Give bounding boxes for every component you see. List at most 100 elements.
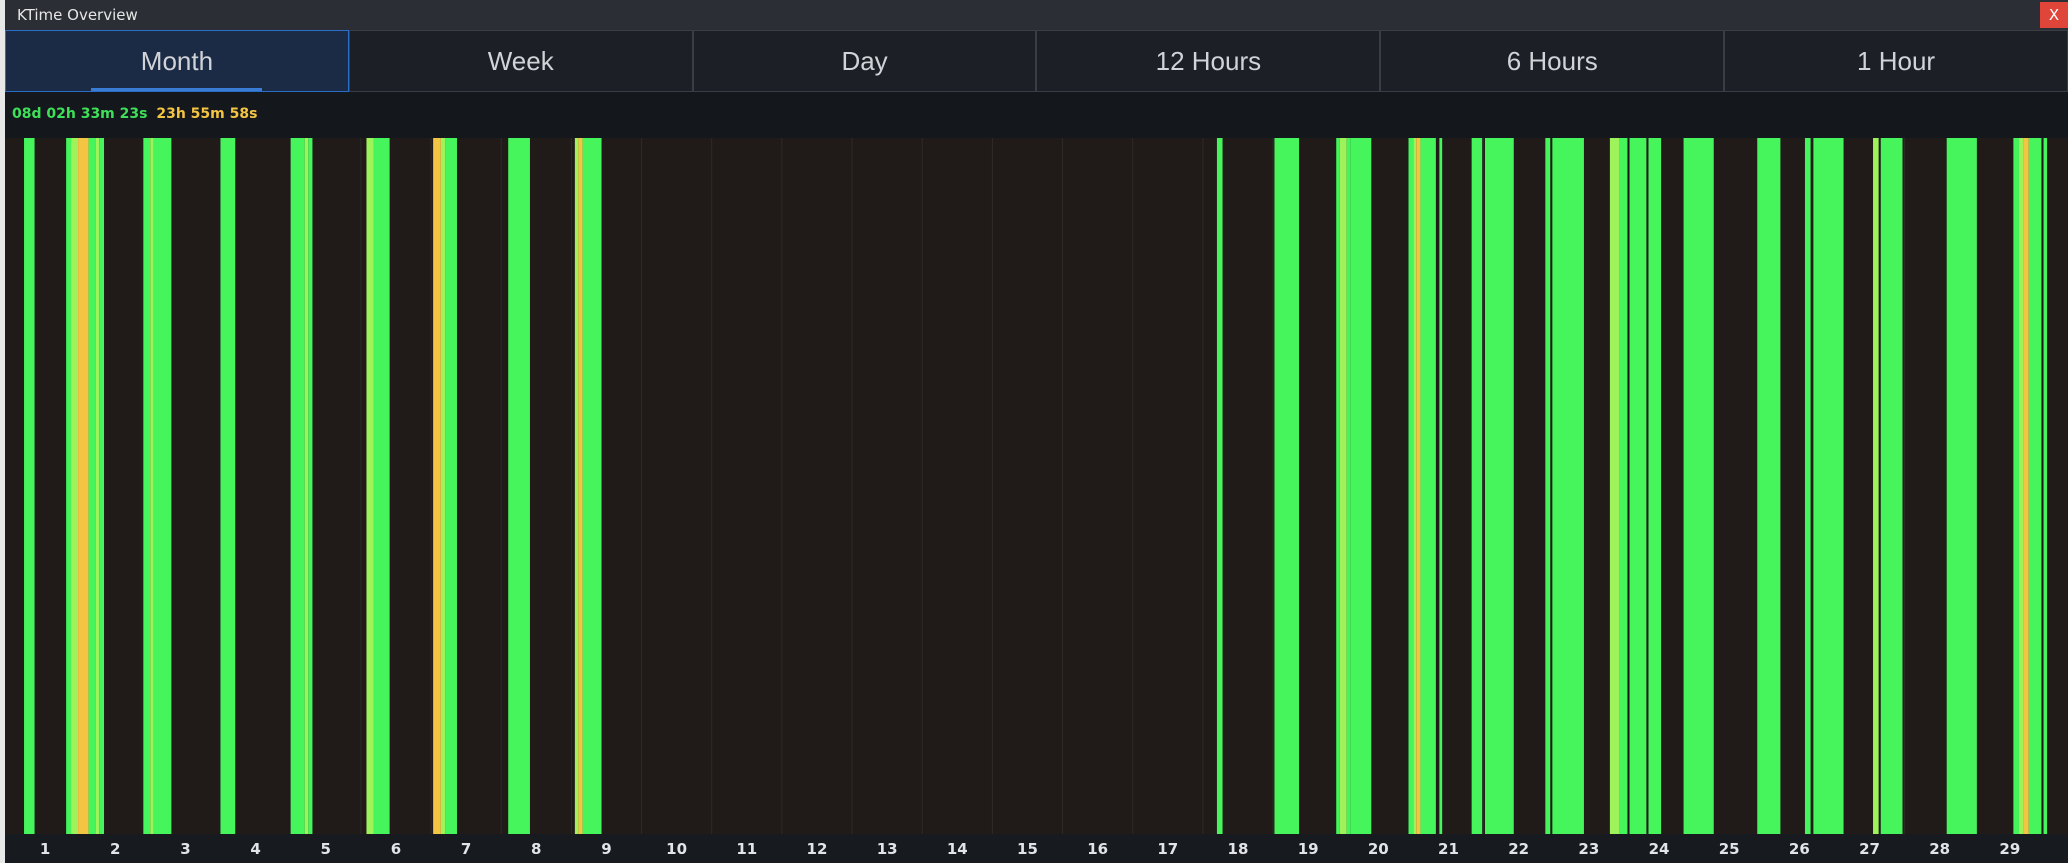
tab-month[interactable]: Month	[5, 30, 349, 92]
activity-segment-active	[1350, 138, 1372, 834]
day-tick-label: 27	[1859, 840, 1880, 858]
title-bar: KTime Overview X	[5, 0, 2068, 30]
day-tick-label: 3	[180, 840, 190, 858]
day-tick-label: 25	[1719, 840, 1740, 858]
activity-segment-idle	[78, 138, 89, 834]
activity-segment-active	[1545, 138, 1551, 834]
activity-segment-active	[1619, 138, 1628, 834]
activity-segment-active	[1408, 138, 1414, 834]
activity-segment-active	[153, 138, 172, 834]
tab-label: 12 Hours	[1155, 45, 1262, 76]
tab-label: Month	[140, 45, 214, 76]
activity-segment-mixed	[95, 138, 100, 834]
activity-segment-idle	[1416, 138, 1421, 834]
day-tick-label: 22	[1508, 840, 1529, 858]
activity-segment-active	[1757, 138, 1781, 834]
activity-segment-idle	[2023, 138, 2029, 834]
day-tick-label: 19	[1298, 840, 1319, 858]
day-tick-label: 17	[1157, 840, 1178, 858]
activity-segment-active	[308, 138, 313, 834]
day-tick-label: 23	[1578, 840, 1599, 858]
activity-segment-active	[1216, 138, 1223, 834]
activity-segment-mixed	[2018, 138, 2024, 834]
day-tick-label: 16	[1087, 840, 1108, 858]
activity-segment-active	[220, 138, 236, 834]
activity-segment-active	[582, 138, 602, 834]
activity-segment-mixed	[1339, 138, 1347, 834]
activity-segment-active	[2028, 138, 2042, 834]
activity-segment-active	[1336, 138, 1340, 834]
activity-segment-active	[143, 138, 151, 834]
activity-segment-active	[1683, 138, 1714, 834]
day-tick-label: 24	[1649, 840, 1670, 858]
tab-day[interactable]: Day	[692, 30, 1037, 92]
day-tick-label: 12	[807, 840, 828, 858]
close-button[interactable]: X	[2040, 2, 2068, 28]
tab-label: Week	[487, 45, 554, 76]
activity-segment-active	[66, 138, 72, 834]
day-tick-label: 14	[947, 840, 968, 858]
timeline-svg	[24, 138, 2048, 834]
day-tick-label: 4	[250, 840, 260, 858]
activity-segment-mixed	[71, 138, 79, 834]
tab-week[interactable]: Week	[348, 30, 693, 92]
day-tick-label: 11	[736, 840, 757, 858]
day-axis: 1 2 3 4 5 6 7 8 9 10 11 12 13 14 15 16 17 18 19 20 21 22 23 24 2…	[5, 834, 2068, 863]
activity-segment-mixed	[574, 138, 579, 834]
tab-12-hours[interactable]: 12 Hours	[1036, 30, 1381, 92]
time-summary: 08d 02h 33m 23s 23h 55m 58s	[12, 106, 257, 122]
activity-segment-active	[99, 138, 105, 834]
activity-segment-active	[1346, 138, 1351, 834]
activity-segment-active	[1813, 138, 1844, 834]
activity-segment-active	[1484, 138, 1514, 834]
activity-timeline-chart	[5, 138, 2068, 834]
activity-segment-mixed	[1413, 138, 1417, 834]
activity-segment-active	[1274, 138, 1300, 834]
day-tick-label: 21	[1438, 840, 1459, 858]
day-tick-label: 29	[1999, 840, 2020, 858]
day-tick-label: 28	[1929, 840, 1950, 858]
activity-segment-active	[2013, 138, 2019, 834]
activity-segment-active	[290, 138, 305, 834]
activity-segment-mixed	[366, 138, 374, 834]
day-axis-svg: 1 2 3 4 5 6 7 8 9 10 11 12 13 14 15 16 17 18 19 20 21 22 23 24 2…	[40, 840, 2020, 858]
activity-segment-active	[445, 138, 457, 834]
idle-time-total: 23h 55m 58s	[156, 106, 258, 122]
day-tick-label: 8	[531, 840, 541, 858]
activity-segment-mixed	[440, 138, 446, 834]
activity-segment-active	[2043, 138, 2048, 834]
tab-6-hours[interactable]: 6 Hours	[1380, 30, 1725, 92]
tab-label: 1 Hour	[1857, 45, 1936, 76]
day-tick-label: 26	[1789, 840, 1810, 858]
activity-segment-active	[1880, 138, 1903, 834]
activity-segment-active	[1629, 138, 1647, 834]
active-time-total: 08d 02h 33m 23s	[12, 106, 148, 122]
active-tab-indicator	[91, 88, 263, 91]
activity-segment-idle	[578, 138, 583, 834]
tab-label: 6 Hours	[1506, 45, 1598, 76]
day-tick-label: 7	[461, 840, 471, 858]
activity-segment-mixed	[1873, 138, 1879, 834]
day-tick-label: 1	[40, 840, 50, 858]
day-tick-label: 10	[666, 840, 687, 858]
activity-segment-active	[1552, 138, 1584, 834]
day-tick-label: 9	[601, 840, 611, 858]
activity-segment-active	[508, 138, 530, 834]
day-tick-label: 6	[391, 840, 401, 858]
activity-segment-active	[1420, 138, 1436, 834]
range-tabs: Month Week Day 12 Hours 6 Hours 1 Hour	[5, 30, 2068, 92]
day-tick-label: 13	[877, 840, 898, 858]
activity-segment-mixed	[150, 138, 154, 834]
activity-segment-idle	[433, 138, 441, 834]
day-tick-label: 15	[1017, 840, 1038, 858]
activity-segment-mixed	[304, 138, 309, 834]
activity-segment-active	[1804, 138, 1811, 834]
activity-segment-active	[1946, 138, 1977, 834]
activity-segment-active	[24, 138, 35, 834]
activity-segment-mixed	[1609, 138, 1620, 834]
tab-1-hour[interactable]: 1 Hour	[1724, 30, 2068, 92]
tab-label: Day	[841, 45, 888, 76]
day-tick-label: 20	[1368, 840, 1389, 858]
activity-segment-active	[88, 138, 96, 834]
